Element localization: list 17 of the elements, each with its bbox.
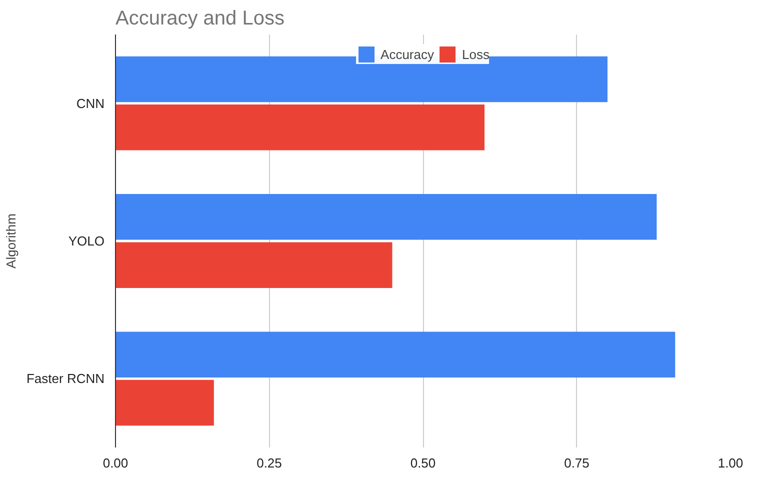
bar — [116, 332, 676, 378]
x-tick-label: 0.00 — [102, 456, 128, 470]
legend-label: Loss — [462, 46, 490, 62]
y-tick-label: YOLO — [68, 234, 104, 248]
x-tick-label: 0.25 — [256, 456, 282, 470]
x-tick-label: 0.50 — [410, 456, 436, 470]
y-tick-label: CNN — [76, 96, 105, 111]
bar — [116, 380, 214, 426]
x-tick-label: 1.00 — [718, 456, 744, 470]
x-tick-label: 0.75 — [564, 456, 590, 470]
chart-title: Accuracy and Loss — [116, 8, 284, 30]
bar — [116, 194, 657, 240]
bar — [116, 104, 484, 150]
bar — [116, 242, 392, 288]
y-tick-label: Faster RCNN — [26, 371, 105, 386]
y-axis-title: Algorithm — [3, 214, 18, 268]
legend-label: Accuracy — [380, 46, 434, 62]
